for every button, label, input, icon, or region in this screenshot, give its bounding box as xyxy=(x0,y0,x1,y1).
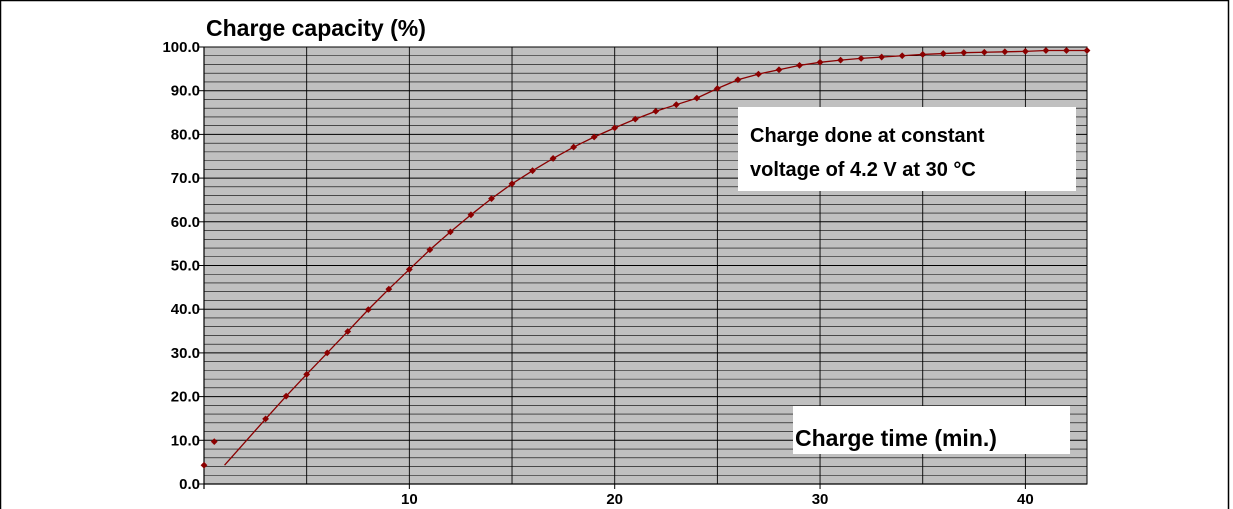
data-point xyxy=(385,285,393,293)
data-point xyxy=(1083,47,1091,54)
data-point xyxy=(837,56,844,64)
x-axis-title-box xyxy=(793,406,1070,454)
data-point xyxy=(508,180,516,188)
annotation-box xyxy=(738,107,1076,191)
data-point xyxy=(405,266,413,273)
y-tick-label: 20.0 xyxy=(171,389,200,406)
y-tick-label: 10.0 xyxy=(171,432,200,449)
data-point xyxy=(734,76,742,84)
data-point xyxy=(857,54,865,62)
y-tick-label: 80.0 xyxy=(171,126,200,143)
y-tick-label: 30.0 xyxy=(171,345,200,362)
data-point xyxy=(980,48,988,56)
series-points xyxy=(200,47,1091,469)
data-point xyxy=(1063,47,1070,54)
data-point xyxy=(529,167,536,175)
data-point xyxy=(1021,47,1029,55)
data-point xyxy=(693,94,701,102)
data-point xyxy=(960,49,968,57)
data-point xyxy=(1042,47,1050,54)
data-point xyxy=(898,52,906,60)
data-point xyxy=(652,107,660,115)
series-line xyxy=(224,49,1087,466)
data-point xyxy=(816,58,824,66)
data-point xyxy=(200,461,208,469)
x-axis-title: Charge time (min.) xyxy=(795,425,997,451)
y-tick-label: 50.0 xyxy=(171,258,200,275)
y-tick-label: 0.0 xyxy=(179,476,200,493)
data-point xyxy=(1001,48,1009,56)
data-point xyxy=(713,85,721,92)
series-line-path xyxy=(224,49,1087,466)
y-tick-labels: 0.0 10.0 20.0 30.0 40.0 50.0 60.0 70.0 80.0 90.0 1… xyxy=(162,39,204,493)
x-tick-label: 20 xyxy=(606,491,623,508)
x-tick-labels: 10 20 30 40 xyxy=(401,484,1034,508)
data-point xyxy=(488,195,495,203)
x-tick-label: 10 xyxy=(401,491,418,508)
data-point xyxy=(262,415,270,423)
data-point xyxy=(344,328,352,335)
data-point xyxy=(672,101,680,109)
data-point xyxy=(878,53,886,61)
y-tick-label: 60.0 xyxy=(171,214,200,231)
data-point xyxy=(919,51,927,58)
data-point xyxy=(570,143,578,151)
y-tick-label: 90.0 xyxy=(171,83,200,100)
axes xyxy=(203,47,1087,489)
data-point xyxy=(323,349,331,357)
y-tick-label: 40.0 xyxy=(171,301,200,318)
data-point xyxy=(282,392,290,400)
data-point xyxy=(210,438,218,446)
data-point xyxy=(611,124,619,132)
data-point xyxy=(755,70,762,78)
data-point xyxy=(796,61,803,69)
chart-title: Charge capacity (%) xyxy=(206,15,426,41)
data-point xyxy=(775,66,783,74)
data-point xyxy=(426,246,434,254)
annotation-line-2: voltage of 4.2 V at 30 °C xyxy=(750,159,976,181)
x-tick-label: 30 xyxy=(812,491,829,508)
annotation-line-1: Charge done at constant xyxy=(750,125,985,147)
data-point xyxy=(467,211,475,219)
data-point xyxy=(939,50,947,57)
data-point xyxy=(549,155,557,162)
x-tick-label: 40 xyxy=(1017,491,1034,508)
data-point xyxy=(447,228,454,236)
data-point xyxy=(303,370,311,378)
y-tick-label: 100.0 xyxy=(162,39,200,56)
minor-gridlines xyxy=(204,55,1087,476)
data-point xyxy=(590,133,598,141)
y-tick-label: 70.0 xyxy=(171,170,200,187)
data-point xyxy=(364,306,372,314)
data-point xyxy=(631,115,639,123)
